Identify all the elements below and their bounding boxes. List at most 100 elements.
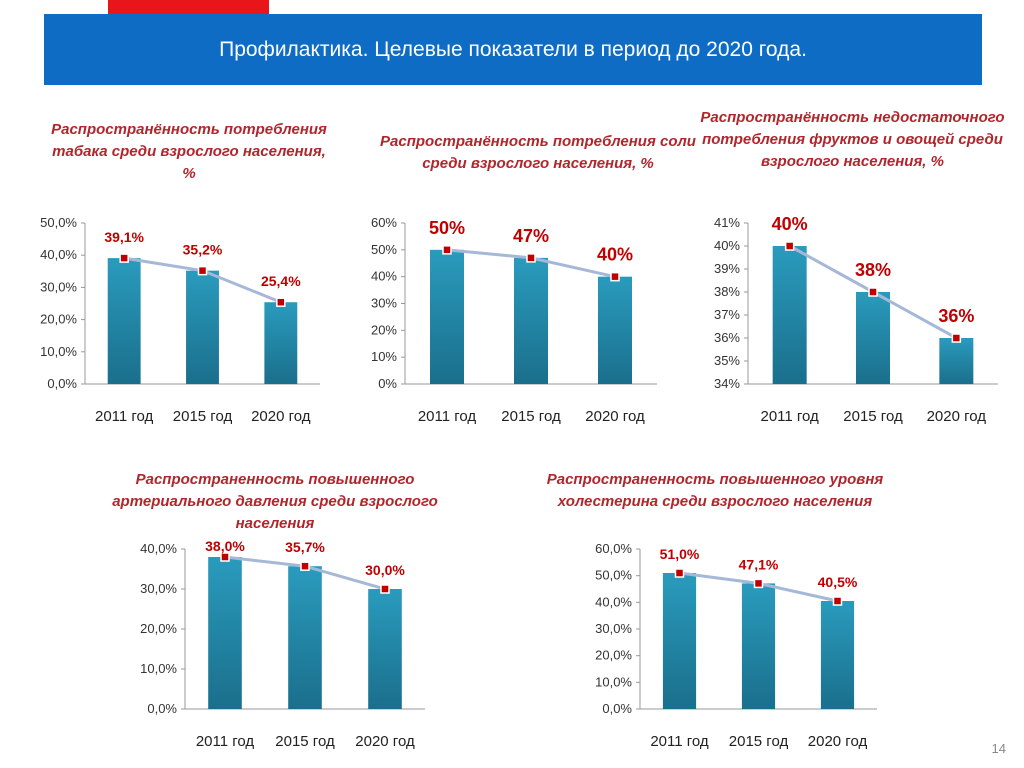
- salt-y-tick-label: 60%: [371, 215, 397, 230]
- tobacco-y-tick-label: 0,0%: [47, 376, 77, 391]
- fruits-y-tick-label: 41%: [714, 215, 740, 230]
- cholesterol-data-label: 47,1%: [739, 556, 779, 572]
- fruits-data-label: 38%: [855, 260, 891, 280]
- tobacco-y-tick-label: 20,0%: [40, 312, 77, 327]
- tobacco-y-tick-label: 40,0%: [40, 247, 77, 262]
- tobacco-x-tick-label: 2020 год: [251, 408, 311, 425]
- blood-pressure-x-tick-label: 2020 год: [355, 733, 415, 750]
- fruits-y-tick-label: 37%: [714, 307, 740, 322]
- cholesterol-bar: [741, 583, 776, 709]
- fruits-x-tick-label: 2020 год: [927, 408, 987, 425]
- cholesterol-y-tick-label: 0,0%: [602, 701, 632, 716]
- blood-pressure-y-tick-label: 20,0%: [140, 621, 177, 636]
- blood-pressure-y-tick-label: 0,0%: [147, 701, 177, 716]
- fruits-y-tick-label: 38%: [714, 284, 740, 299]
- salt-x-tick-label: 2015 год: [501, 408, 561, 425]
- blood-pressure-bar: [288, 566, 322, 709]
- fruits-point-marker: [951, 333, 962, 343]
- salt-point-marker: [442, 245, 452, 255]
- cholesterol-y-tick-label: 50,0%: [595, 568, 632, 583]
- fruits-point-marker: [784, 241, 795, 251]
- slide-title: Профилактика. Целевые показатели в перио…: [219, 37, 807, 61]
- salt-y-tick-label: 40%: [371, 269, 397, 284]
- blood-pressure-bar: [208, 557, 242, 709]
- cholesterol-y-tick-label: 40,0%: [595, 594, 632, 609]
- tobacco-y-tick-label: 10,0%: [40, 344, 77, 359]
- tobacco-bar: [264, 302, 298, 384]
- salt-bar: [598, 276, 632, 384]
- tobacco-data-label: 35,2%: [183, 242, 223, 258]
- tobacco-point-marker: [276, 297, 286, 307]
- cholesterol-x-tick-label: 2015 год: [729, 733, 789, 750]
- fruits-data-label: 36%: [938, 306, 974, 326]
- tobacco-x-tick-label: 2015 год: [173, 408, 233, 425]
- salt-y-tick-label: 30%: [371, 296, 397, 311]
- tobacco-point-marker: [197, 265, 208, 276]
- tobacco-data-label: 25,4%: [261, 273, 301, 289]
- cholesterol-y-tick-label: 10,0%: [595, 674, 632, 689]
- tobacco-data-label: 39,1%: [104, 229, 144, 245]
- chart-title-salt: Распространённость потребления соли сред…: [380, 133, 696, 172]
- cholesterol-x-tick-label: 2011 год: [650, 733, 709, 750]
- cholesterol-data-label: 51,0%: [660, 546, 700, 562]
- blood-pressure-x-tick-label: 2015 год: [275, 733, 335, 750]
- cholesterol-data-label: 40,5%: [818, 574, 858, 590]
- cholesterol-y-tick-label: 30,0%: [595, 621, 632, 636]
- tobacco-bar: [186, 270, 219, 384]
- fruits-point-marker: [868, 287, 878, 297]
- chart-title-cholesterol: Распространенность повышенного уровня хо…: [546, 471, 884, 510]
- fruits-y-tick-label: 39%: [714, 261, 740, 276]
- salt-bar: [430, 249, 464, 384]
- chart-title-blood-pressure: Распространенность повышенного артериаль…: [112, 471, 438, 532]
- fruits-bar: [939, 338, 974, 384]
- chart-title-fruits: Распространённость недостаточного потреб…: [700, 109, 1005, 170]
- cholesterol-point-marker: [753, 578, 764, 589]
- blood-pressure-y-tick-label: 10,0%: [140, 661, 177, 676]
- fruits-y-tick-label: 40%: [714, 238, 740, 253]
- salt-y-tick-label: 10%: [371, 349, 397, 364]
- salt-data-label: 47%: [513, 226, 549, 246]
- fruits-y-tick-label: 35%: [714, 353, 740, 368]
- salt-bar: [514, 257, 548, 384]
- blood-pressure-data-label: 30,0%: [365, 562, 405, 578]
- tobacco-point-marker: [119, 253, 129, 263]
- blood-pressure-data-label: 35,7%: [285, 539, 325, 555]
- salt-y-tick-label: 0%: [378, 376, 397, 391]
- salt-y-tick-label: 20%: [371, 322, 397, 337]
- tobacco-y-tick-label: 30,0%: [40, 279, 77, 294]
- blood-pressure-point-marker: [300, 561, 310, 571]
- fruits-y-tick-label: 36%: [714, 330, 740, 345]
- cholesterol-y-tick-label: 60,0%: [595, 541, 632, 556]
- cholesterol-y-tick-label: 20,0%: [595, 648, 632, 663]
- title-banner: Профилактика. Целевые показатели в перио…: [44, 14, 982, 85]
- cholesterol-bar: [662, 573, 697, 709]
- fruits-x-tick-label: 2011 год: [760, 408, 819, 425]
- fruits-y-tick-label: 34%: [714, 376, 740, 391]
- fruits-data-label: 40%: [772, 214, 808, 234]
- blood-pressure-data-label: 38,0%: [205, 538, 245, 554]
- accent-tab: [108, 0, 269, 14]
- blood-pressure-point-marker: [220, 552, 230, 562]
- cholesterol-point-marker: [832, 596, 843, 606]
- blood-pressure-y-tick-label: 30,0%: [140, 581, 177, 596]
- chart-title-tobacco: Распространённость потребления табака ср…: [51, 121, 327, 182]
- blood-pressure-y-tick-label: 40,0%: [140, 541, 177, 556]
- tobacco-x-tick-label: 2011 год: [95, 408, 154, 425]
- salt-y-tick-label: 50%: [371, 242, 397, 257]
- fruits-bar: [772, 246, 807, 384]
- fruits-bar: [856, 292, 890, 384]
- blood-pressure-bar: [368, 589, 402, 709]
- salt-point-marker: [526, 253, 536, 263]
- blood-pressure-x-tick-label: 2011 год: [196, 733, 255, 750]
- salt-point-marker: [610, 271, 620, 282]
- salt-x-tick-label: 2011 год: [418, 408, 477, 425]
- fruits-x-tick-label: 2015 год: [843, 408, 903, 425]
- cholesterol-bar: [820, 601, 855, 709]
- cholesterol-x-tick-label: 2020 год: [808, 733, 868, 750]
- salt-data-label: 50%: [429, 218, 465, 238]
- blood-pressure-point-marker: [380, 584, 390, 594]
- page-number: 14: [991, 741, 1006, 756]
- tobacco-y-tick-label: 50,0%: [40, 215, 77, 230]
- cholesterol-point-marker: [674, 568, 685, 578]
